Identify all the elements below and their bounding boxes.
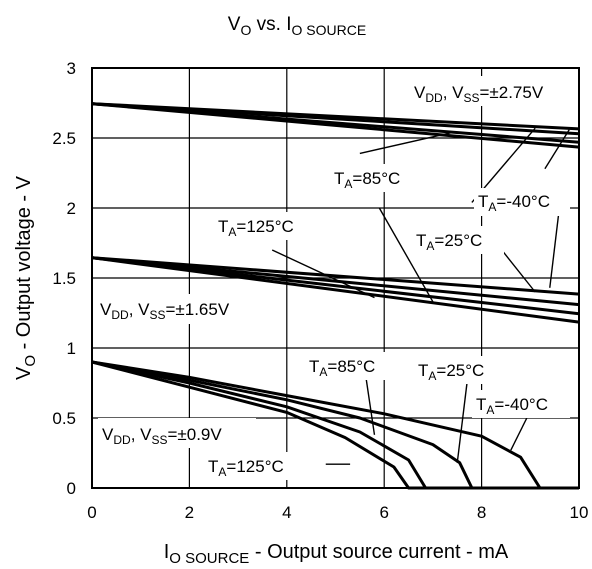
svg-text:TA=85°C: TA=85°C — [334, 169, 400, 191]
y-tick-label: 0.5 — [52, 409, 76, 428]
tick-labels: 0 2 4 6 8 10 0 0.5 1 1.5 2 2.5 3 — [52, 59, 588, 522]
curve-group1-series1 — [91, 256, 580, 307]
curve-group2-series3 — [91, 360, 579, 490]
curve-group2-series0 — [91, 360, 579, 490]
leader-lines — [271, 127, 570, 465]
y-tick-label: 2.5 — [52, 129, 76, 148]
chart-title: VO vs. IO SOURCE — [228, 14, 366, 38]
curve-group1-series3 — [91, 256, 580, 324]
plot-frame — [91, 67, 580, 489]
x-tick-label: 0 — [87, 503, 96, 522]
y-axis-label: VO - Output voltage - V — [13, 175, 39, 380]
x-tick-label: 10 — [570, 503, 589, 522]
svg-text:VDD, VSS=±0.9V: VDD, VSS=±0.9V — [102, 425, 222, 447]
grid — [91, 67, 580, 489]
y-tick-label: 1.5 — [52, 269, 76, 288]
leader-line — [544, 129, 570, 170]
annotation-125c-top: TA=125°C — [214, 212, 320, 240]
svg-text:TA=25°C: TA=25°C — [418, 361, 484, 383]
curve-group1-series0 — [91, 256, 580, 296]
leader-line — [359, 131, 453, 155]
leader-line — [549, 206, 561, 288]
x-axis-label: IO SOURCE - Output source current - mA — [164, 541, 509, 567]
group-label-1p65: VDD, VSS=±1.65V — [96, 294, 268, 324]
group-label-2p75: VDD, VSS=±2.75V — [410, 76, 576, 106]
svg-text:TA=125°C: TA=125°C — [218, 217, 294, 239]
annotation-25c-top: TA=25°C — [412, 226, 504, 254]
annotation-125c-bottom: TA=125°C — [204, 452, 310, 480]
annotation-85c-top: TA=85°C — [330, 164, 420, 192]
y-tick-label: 3 — [67, 59, 76, 78]
svg-text:VDD, VSS=±2.75V: VDD, VSS=±2.75V — [414, 83, 544, 105]
svg-text:TA=85°C: TA=85°C — [309, 357, 375, 379]
svg-text:TA=-40°C: TA=-40°C — [476, 395, 548, 417]
group-label-0p9: VDD, VSS=±0.9V — [98, 418, 256, 448]
annotation-25c-bottom: TA=25°C — [414, 356, 506, 384]
annotation-m40c-bottom: TA=-40°C — [472, 390, 570, 418]
svg-text:VDD, VSS=±1.65V: VDD, VSS=±1.65V — [100, 300, 230, 322]
curves — [91, 102, 580, 490]
annotation-m40c-top: TA=-40°C — [474, 188, 570, 216]
x-tick-label: 2 — [185, 503, 194, 522]
svg-text:TA=125°C: TA=125°C — [208, 457, 284, 479]
curve-group0-series3 — [91, 102, 580, 149]
svg-text:TA=-40°C: TA=-40°C — [478, 192, 550, 214]
leader-line — [456, 382, 468, 463]
x-tick-label: 8 — [477, 503, 486, 522]
leader-line — [271, 249, 375, 299]
leader-line — [378, 207, 434, 303]
y-tick-label: 2 — [67, 199, 76, 218]
x-tick-label: 6 — [379, 503, 388, 522]
annotation-85c-bottom: TA=85°C — [305, 352, 395, 380]
x-tick-label: 4 — [282, 503, 291, 522]
y-tick-label: 1 — [67, 339, 76, 358]
y-tick-label: 0 — [67, 479, 76, 498]
svg-text:TA=25°C: TA=25°C — [416, 231, 482, 253]
curve-group2-series1 — [91, 360, 579, 490]
